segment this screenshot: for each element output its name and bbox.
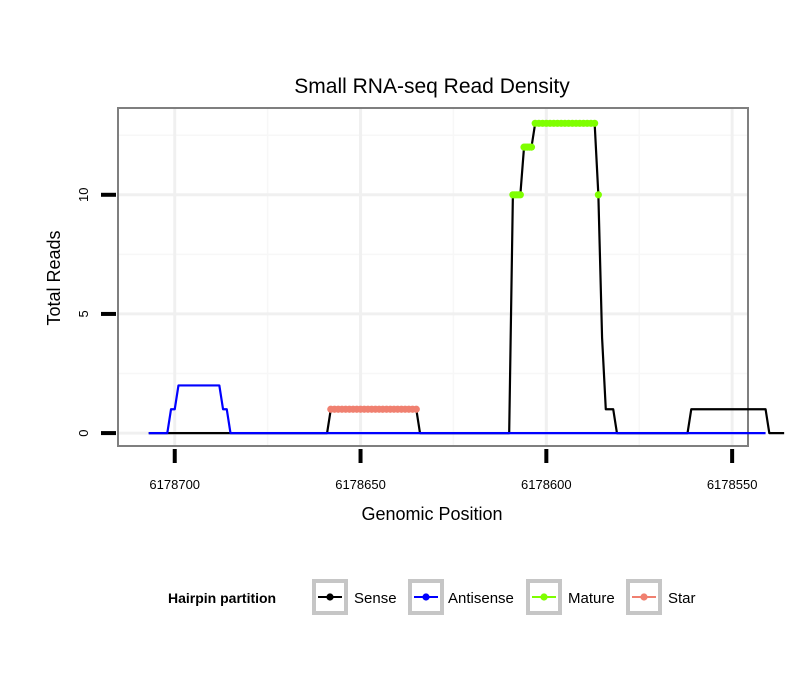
legend-entry-antisense: Antisense (408, 579, 514, 615)
data-point-mature (527, 143, 536, 151)
legend-label: Mature (568, 590, 615, 607)
legend-label: Sense (354, 590, 397, 607)
x-axis-label: Genomic Position (361, 504, 502, 524)
legend-entry-mature: Mature (526, 579, 615, 615)
y-tick-label: 5 (76, 310, 91, 317)
data-point-mature (591, 119, 599, 127)
legend-title: Hairpin partition (168, 590, 276, 606)
legend-key-dot (640, 593, 648, 601)
series-points-star (327, 405, 420, 413)
data-point-star (412, 405, 420, 413)
x-tick-label: 6178650 (335, 477, 386, 492)
x-tick-label: 6178550 (707, 477, 758, 492)
data-point-mature (516, 191, 524, 199)
plot-panel-border (117, 107, 749, 447)
legend-label: Star (668, 590, 696, 607)
y-tick-label: 10 (76, 188, 91, 202)
legend: Hairpin partition Sense Antisense Mature St… (168, 579, 696, 615)
legend-label: Antisense (448, 590, 514, 607)
y-tick-label: 0 (76, 429, 91, 436)
legend-entry-star: Star (626, 579, 696, 615)
legend-key-dot (540, 593, 548, 601)
x-tick-label: 6178600 (521, 477, 572, 492)
chart-title: Small RNA-seq Read Density (294, 75, 570, 98)
legend-entry-sense: Sense (312, 579, 397, 615)
axes: 6178700 6178650 6178600 6178550 0 5 10 (76, 188, 757, 492)
series-points-mature (509, 119, 602, 199)
data-point-mature (594, 191, 602, 199)
x-tick-label: 6178700 (149, 477, 200, 492)
y-axis-label: Total Reads (44, 230, 64, 325)
legend-key-dot (422, 593, 430, 601)
series-layer (148, 119, 785, 435)
legend-key-dot (326, 593, 334, 601)
series-line-antisense (148, 384, 766, 435)
